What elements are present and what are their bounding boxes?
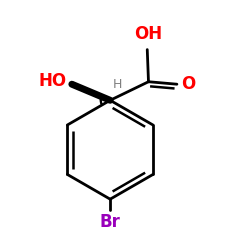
Text: HO: HO: [39, 72, 67, 90]
Text: Br: Br: [100, 213, 120, 231]
Text: O: O: [181, 75, 196, 93]
Text: OH: OH: [134, 26, 162, 44]
Text: H: H: [113, 78, 122, 91]
